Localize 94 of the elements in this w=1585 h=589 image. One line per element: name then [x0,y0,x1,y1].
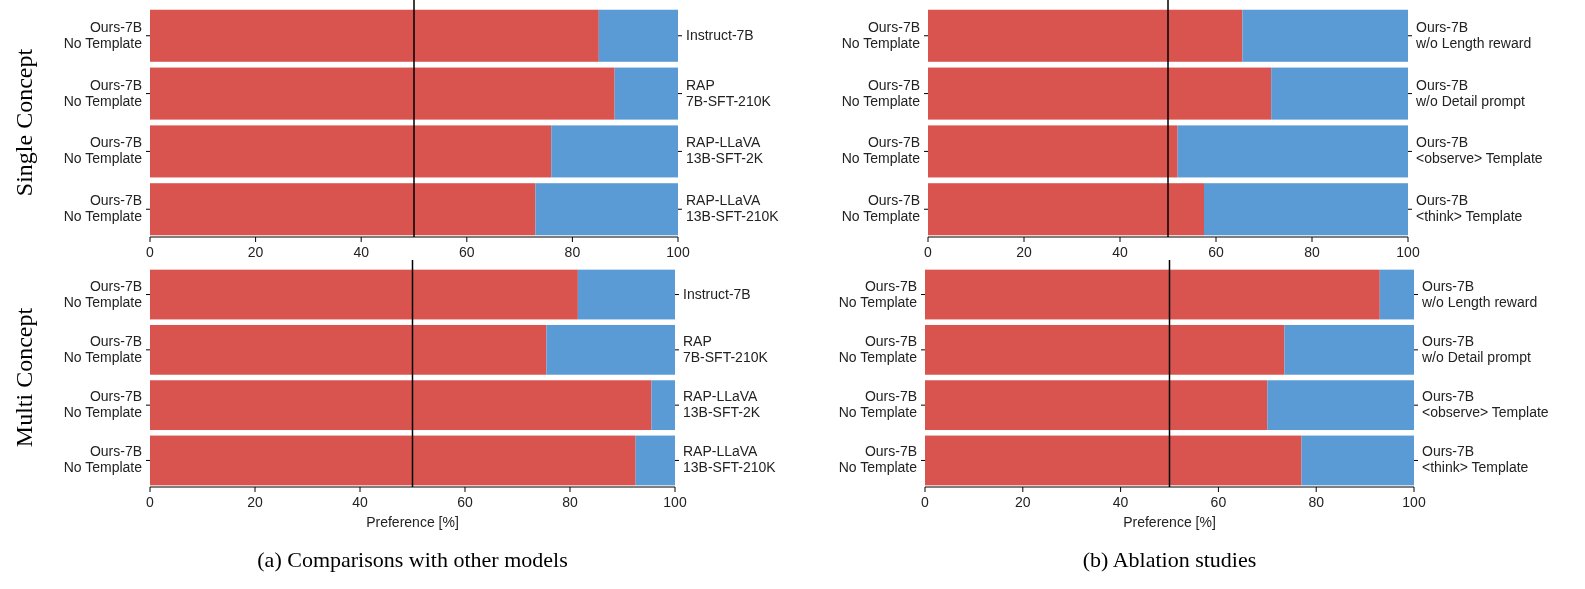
bar [150,269,578,320]
y-axis-title: Single Concept [11,48,37,197]
x-tick-label: 80 [1308,494,1325,510]
y-tick-label: Ours-7B No Template [63,18,143,51]
y2-tick-label: Instruct-7B [686,26,754,43]
y2-tick-label: Ours-7B <think> Template [1422,443,1529,476]
x-tick-label: 20 [1016,244,1032,260]
x-tick-label: 100 [1396,244,1420,260]
x-tick-label: 80 [1304,244,1320,260]
x-tick-label: 60 [459,244,475,260]
bar [535,183,678,236]
x-axis-title: Preference [%] [1123,514,1216,530]
bar [150,435,636,486]
x-tick-label: 80 [564,244,581,260]
x-tick-label: 60 [1208,244,1224,260]
bar [651,380,675,431]
x-tick-label: 40 [353,244,370,260]
y-axis-title: Multi Concept [11,307,37,448]
y-tick-label: Ours-7B No Template [838,332,918,365]
bar [598,9,678,62]
y2-tick-label: Ours-7B <think> Template [1416,191,1523,224]
y-tick-label: Ours-7B No Template [841,76,921,109]
bar [925,269,1380,320]
y2-tick-label: Instruct-7B [683,285,751,302]
bar [1271,67,1408,120]
bar [150,67,615,120]
x-tick-label: 20 [247,494,263,510]
y-tick-label: Ours-7B No Template [838,277,918,310]
y-tick-label: Ours-7B No Template [841,18,921,51]
y-tick-label: Ours-7B No Template [63,76,143,109]
y-tick-label: Ours-7B No Template [841,134,921,167]
bar [925,380,1268,431]
text: (a) Comparisons with other models [257,547,568,572]
y-tick-label: Ours-7B No Template [838,387,918,420]
y2-tick-label: RAP 7B-SFT-210K [686,76,772,109]
x-tick-label: 80 [562,494,578,510]
y2-tick-label: RAP-LLaVA 13B-SFT-2K [683,387,761,420]
bar [577,269,675,320]
bar [925,435,1302,486]
bar [1284,324,1415,375]
y2-tick-label: RAP-LLaVA 13B-SFT-210K [683,443,777,476]
y2-tick-label: Ours-7B w/o Detail prompt [1421,332,1532,365]
bar [1379,269,1414,320]
bar [1177,125,1408,178]
y-tick-label: Ours-7B No Template [841,191,921,224]
x-tick-label: 0 [921,494,930,510]
bar [150,324,547,375]
y-tick-label: Ours-7B No Template [63,191,143,224]
bar [925,324,1285,375]
bar [1242,9,1408,62]
bar [551,125,678,178]
bar [614,67,678,120]
bar [635,435,675,486]
bar [1267,380,1414,431]
x-tick-label: 0 [146,244,155,260]
x-tick-label: 60 [1210,494,1227,510]
bar [150,125,552,178]
text: (b) Ablation studies [1082,547,1257,572]
x-tick-label: 0 [924,244,933,260]
y2-tick-label: Ours-7B w/o Length reward [1421,277,1538,310]
bar [928,183,1204,236]
bar [928,67,1272,120]
y2-tick-label: RAP-LLaVA 13B-SFT-2K [686,134,764,167]
y2-tick-label: RAP 7B-SFT-210K [683,332,769,365]
y-tick-label: Ours-7B No Template [63,134,143,167]
x-tick-label: 0 [146,494,155,510]
bar [150,9,599,62]
bar [546,324,675,375]
x-axis-title: Preference [%] [366,514,459,530]
x-tick-label: 100 [663,494,687,510]
y-tick-label: Ours-7B No Template [63,443,143,476]
y-tick-label: Ours-7B No Template [63,332,143,365]
x-tick-label: 60 [457,494,473,510]
y2-tick-label: Ours-7B w/o Length reward [1415,18,1532,51]
x-tick-label: 20 [1015,494,1031,510]
bar [1301,435,1414,486]
y-tick-label: Ours-7B No Template [63,277,143,310]
y-tick-label: Ours-7B No Template [63,387,143,420]
y2-tick-label: Ours-7B w/o Detail prompt [1415,76,1526,109]
x-tick-label: 100 [666,244,690,260]
bar [150,380,652,431]
x-tick-label: 40 [1112,244,1128,260]
bar [150,183,536,236]
y2-tick-label: Ours-7B <observe> Template [1422,387,1549,420]
y2-tick-label: RAP-LLaVA 13B-SFT-210K [686,191,780,224]
x-tick-label: 100 [1402,494,1426,510]
x-tick-label: 40 [1112,494,1129,510]
bar [1204,183,1408,236]
x-tick-label: 20 [247,244,264,260]
bar [928,125,1178,178]
y2-tick-label: Ours-7B <observe> Template [1416,134,1543,167]
x-tick-label: 40 [352,494,368,510]
y-tick-label: Ours-7B No Template [838,443,918,476]
bar [928,9,1243,62]
